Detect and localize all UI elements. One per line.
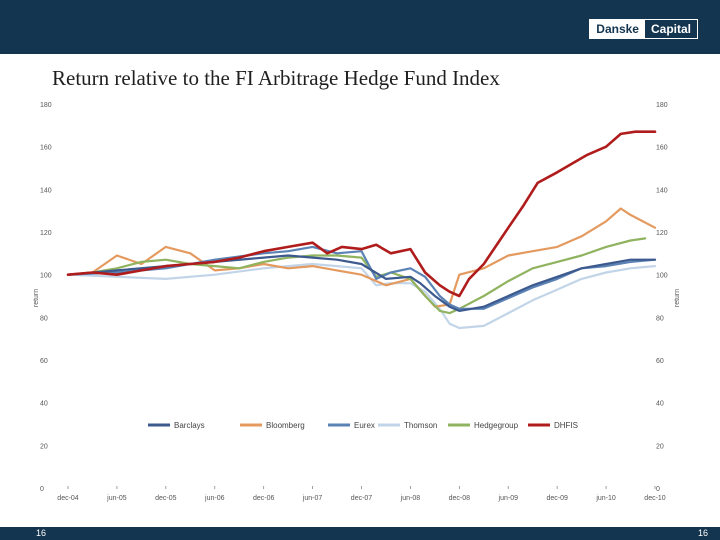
- y-axis-label-left: return: [33, 289, 40, 307]
- y-tick-label-left: 0: [40, 486, 44, 493]
- series-line-bloomberg: [66, 207, 657, 308]
- y-tick-label-right: 180: [656, 102, 668, 109]
- x-tick-label: jun-10: [595, 495, 616, 502]
- x-tick-label: dec-06: [253, 495, 275, 502]
- series-line-dhfis: [66, 130, 657, 298]
- y-axis-right: 0 20 40 60 80 100 120 140 160 180: [656, 102, 668, 493]
- y-tick-label-right: 120: [656, 230, 668, 237]
- series-line-barclays: [66, 254, 657, 312]
- y-axis-left: 0 20 40 60 80 100 120 140 160 180: [40, 102, 52, 493]
- y-tick-label-left: 80: [40, 315, 48, 322]
- x-tick-label: dec-05: [155, 495, 177, 502]
- legend-label-dhfis: DHFIS: [554, 421, 578, 430]
- top-banner: Danske Capital: [0, 0, 720, 54]
- x-tick-label: jun-05: [106, 495, 127, 502]
- y-tick-label-left: 20: [40, 443, 48, 450]
- y-tick-label-right: 40: [656, 401, 664, 408]
- y-tick-label-right: 140: [656, 187, 668, 194]
- chart-title: Return relative to the FI Arbitrage Hedg…: [52, 66, 500, 90]
- footer-bar: 16 16: [0, 527, 720, 540]
- logo-left-text: Danske: [590, 20, 645, 38]
- legend-label-eurex: Eurex: [354, 421, 375, 430]
- legend-label-barclays: Barclays: [174, 421, 205, 430]
- y-tick-label-right: 60: [656, 358, 664, 365]
- y-tick-label-right: 100: [656, 273, 668, 280]
- x-tick-label: dec-09: [546, 495, 568, 502]
- x-tick-label: dec-08: [449, 495, 471, 502]
- legend-label-hedgegroup: Hedgegroup: [474, 421, 519, 430]
- y-tick-label-left: 140: [40, 187, 52, 194]
- y-tick-label-left: 60: [40, 358, 48, 365]
- y-tick-label-right: 160: [656, 145, 668, 152]
- y-tick-label-left: 40: [40, 401, 48, 408]
- y-tick-label-right: 20: [656, 443, 664, 450]
- y-tick-label-left: 180: [40, 102, 52, 109]
- x-tick-label: jun-06: [204, 495, 225, 502]
- x-tick-label: jun-08: [400, 495, 421, 502]
- x-axis: dec-04 jun-05 dec-05 jun-06 dec-06 jun-07 dec-…: [57, 486, 666, 502]
- danske-capital-logo: Danske Capital: [589, 19, 698, 39]
- line-chart: 0 20 40 60 80 100 120 140 160 180 0 20 40 60 80 100 120…: [33, 102, 681, 502]
- y-tick-label-right: 80: [656, 315, 664, 322]
- legend-label-thomson: Thomson: [404, 421, 437, 430]
- logo-right-text: Capital: [650, 22, 691, 36]
- page-number-right: 16: [697, 528, 708, 538]
- x-tick-label: dec-04: [57, 495, 79, 502]
- y-tick-label-right: 0: [656, 486, 660, 493]
- series-lines: [66, 130, 657, 330]
- x-tick-label: dec-10: [644, 495, 666, 502]
- y-tick-label-left: 160: [40, 145, 52, 152]
- page-number-left: 16: [36, 528, 47, 538]
- x-tick-label: jun-09: [498, 495, 519, 502]
- y-tick-label-left: 120: [40, 230, 52, 237]
- legend-label-bloomberg: Bloomberg: [266, 421, 305, 430]
- chart-legend: Barclays Bloomberg Eurex Thomson Hedgegroup D…: [148, 421, 578, 430]
- x-tick-label: jun-07: [302, 495, 323, 502]
- y-axis-label-right: return: [674, 289, 681, 307]
- x-tick-label: dec-07: [351, 495, 373, 502]
- y-tick-label-left: 100: [40, 273, 52, 280]
